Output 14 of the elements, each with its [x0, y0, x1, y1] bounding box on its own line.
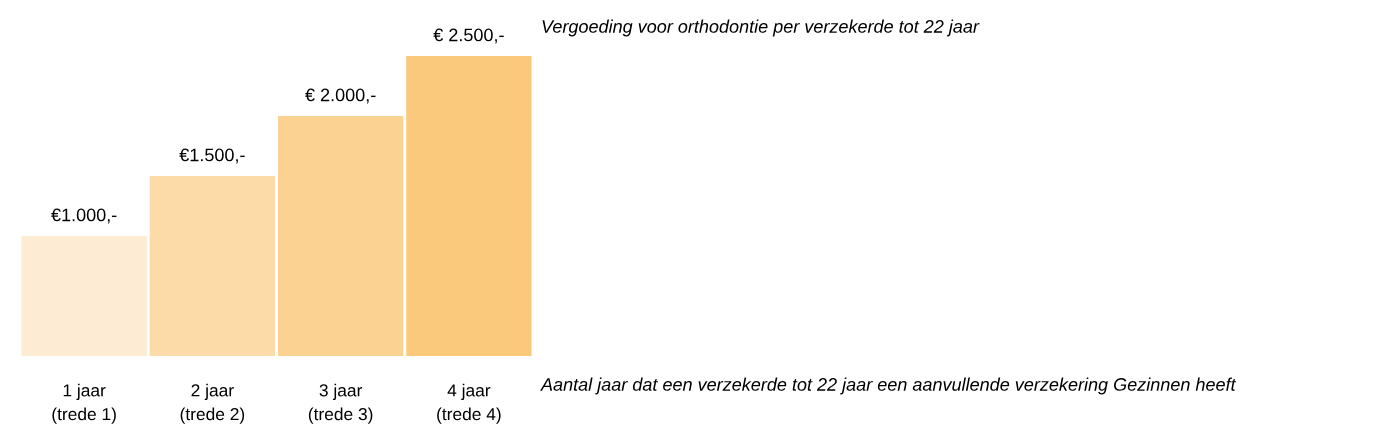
bar	[277, 116, 404, 356]
x-tick-label: 3 jaar (trede 3)	[308, 383, 373, 424]
data-label: €1.000,-	[51, 208, 117, 224]
x-tick-label: 2 jaar (trede 2)	[180, 383, 245, 424]
bar	[149, 176, 276, 356]
text: Vergoeding voor orthodontie per verzekerde tot 22 jaar	[542, 19, 980, 37]
x-axis-title: Aantal jaar dat een verzekerde tot 22 jaar een aanvullende verzekering Gezinnen heeft	[540, 377, 1237, 395]
bar	[21, 236, 147, 356]
x-tick-label: 4 jaar (trede 4)	[437, 383, 501, 424]
data-label: € 2.500,-	[433, 28, 504, 44]
x-tick-label: 1 jaar (trede 1)	[52, 383, 116, 424]
bar	[406, 56, 532, 356]
data-label: €1.500,-	[179, 148, 245, 164]
data-label: € 2.000,-	[305, 88, 376, 104]
